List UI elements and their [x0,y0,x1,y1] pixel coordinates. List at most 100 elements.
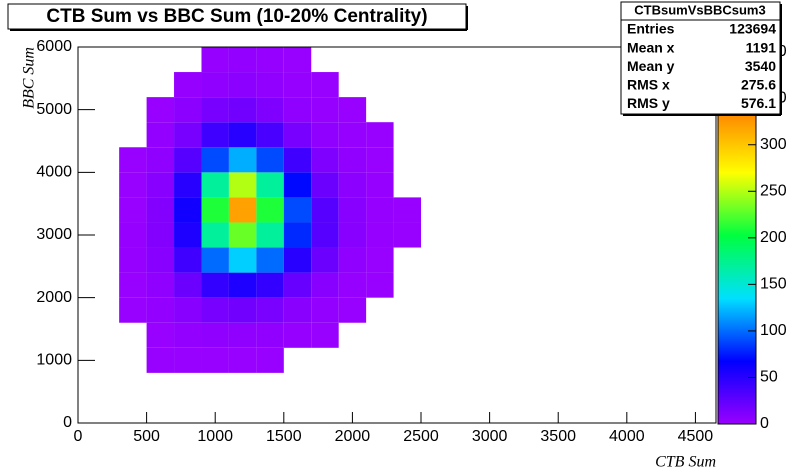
heatmap-cell [146,347,175,373]
stats-value: 1191 [746,39,777,55]
heatmap-cell [338,222,367,248]
stats-label: Entries [627,21,675,37]
heatmap-cell [256,47,284,73]
stats-value: 123694 [729,21,776,37]
heatmap-cell [338,97,367,123]
stats-value: 3540 [745,58,776,74]
heatmap-cell [146,322,175,348]
heatmap-cell [366,147,394,173]
heatmap-cell [119,147,147,173]
heatmap-cells [119,47,422,373]
x-tick-label: 3500 [540,428,576,445]
heatmap-cell [146,147,175,173]
heatmap-cell [174,172,202,198]
heatmap-cell [228,97,257,123]
heatmap-cell [201,222,229,248]
heatmap-cell [201,197,229,223]
heatmap-cell [311,72,339,98]
heatmap-cell [201,322,229,348]
heatmap-cell [311,247,339,273]
heatmap-cell [174,72,202,98]
z-tick-label: 150 [760,276,787,293]
axes: 0 500 1000 1500 2000 2500 3000 3500 4000 4500 0 100… [36,38,713,445]
heatmap-cell [256,272,284,298]
heatmap-cell [393,197,422,223]
x-axis-label: CTB Sum [655,454,716,471]
heatmap-cell [256,347,284,373]
y-tick-label: 0 [63,414,72,431]
y-tick-label: 2000 [36,289,72,306]
plot-frame [77,46,717,424]
chart-title: CTB Sum vs BBC Sum (10-20% Centrality) [46,6,427,27]
heatmap-cell [228,72,257,98]
heatmap-cell [119,247,147,273]
heatmap-cell [228,247,257,273]
heatmap-cell [366,222,394,248]
heatmap-cell [256,172,284,198]
stats-label: Mean y [627,58,675,74]
heatmap-cell [338,247,367,273]
x-tick-label: 1000 [197,428,233,445]
heatmap-cell [146,272,175,298]
heatmap-cell [393,222,422,248]
heatmap-cell [283,247,312,273]
stats-label: RMS x [627,77,670,93]
y-tick-label: 5000 [36,101,72,118]
heatmap-cell [174,122,202,148]
heatmap-cell [119,272,147,298]
x-tick-label: 4500 [678,428,714,445]
heatmap-cell [201,72,229,98]
heatmap-cell [311,172,339,198]
heatmap-cell [146,247,175,273]
heatmap-cell [256,322,284,348]
heatmap-cell [283,97,312,123]
stats-value: 275.6 [741,77,776,93]
heatmap-cell [366,122,394,148]
heatmap-cell [366,197,394,223]
heatmap-cell [146,297,175,323]
heatmap-cell [146,222,175,248]
heatmap-cell [228,172,257,198]
heatmap-cell [201,122,229,148]
heatmap-cell [146,97,175,123]
heatmap-cell [311,222,339,248]
heatmap-cell [283,47,312,73]
heatmap-cell [119,172,147,198]
heatmap-cell [311,122,339,148]
heatmap-cell [283,172,312,198]
heatmap-cell [366,272,394,298]
heatmap-cell [338,172,367,198]
heatmap-cell [174,147,202,173]
heatmap-cell [228,297,257,323]
x-tick-label: 2500 [403,428,439,445]
heatmap-cell [174,272,202,298]
stats-frame [620,1,781,115]
y-tick-label: 1000 [36,352,72,369]
stats-label: Mean x [627,39,675,55]
heatmap-cell [201,47,229,73]
title-box [7,3,467,30]
heatmap-cell [201,272,229,298]
heatmap-cell [311,97,339,123]
z-tick-label: 50 [760,369,778,386]
heatmap-cell [256,247,284,273]
z-tick-label: 200 [760,229,787,246]
heatmap-cell [338,122,367,148]
heatmap-cell [311,297,339,323]
heatmap-cell [119,197,147,223]
heatmap-cell [174,197,202,223]
y-tick-label: 6000 [36,38,72,55]
heatmap-cell [119,297,147,323]
heatmap-cell [256,122,284,148]
stats-title: CTBsumVsBBCsum3 [634,2,765,17]
heatmap-cell [366,247,394,273]
heatmap-cell [283,322,312,348]
heatmap-cell [283,297,312,323]
heatmap-cell [283,272,312,298]
heatmap-cell [338,147,367,173]
x-tick-label: 3000 [472,428,508,445]
heatmap-cell [256,147,284,173]
heatmap-cell [228,147,257,173]
stats-box: CTBsumVsBBCsum3 Entries 123694 Mean x 1191 Me… [620,1,782,116]
x-tick-label: 2000 [335,428,371,445]
